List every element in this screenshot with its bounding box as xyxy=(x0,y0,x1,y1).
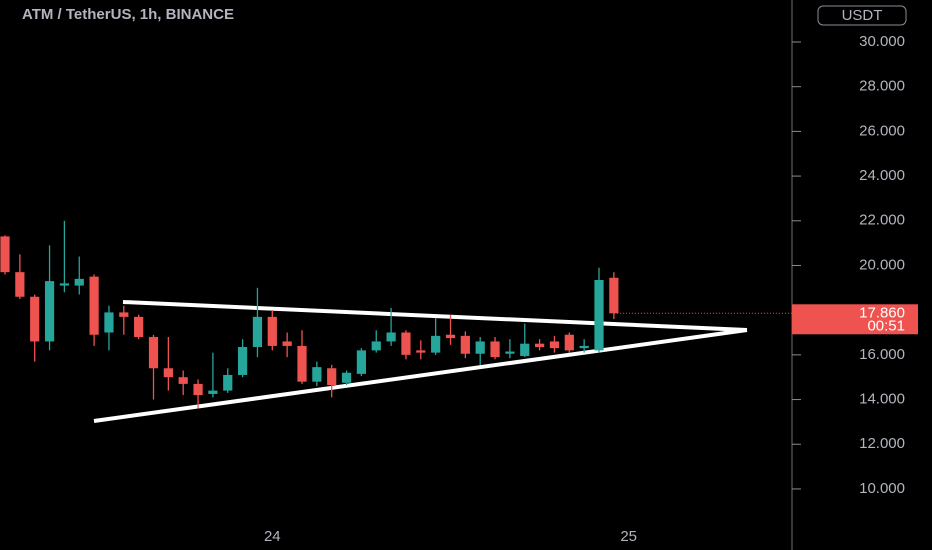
candle-body xyxy=(520,343,530,356)
candle-body xyxy=(549,341,560,349)
y-tick-label: 16.000 xyxy=(859,346,905,363)
candle-body xyxy=(564,334,574,351)
y-tick-label: 30.000 xyxy=(859,33,905,50)
candle-body xyxy=(416,350,426,353)
candle-body xyxy=(401,332,411,355)
price-tag-label: 17.860 xyxy=(859,304,905,321)
candle-body xyxy=(0,236,10,273)
candle-body xyxy=(148,336,159,369)
candle-body xyxy=(44,281,55,342)
candle-body xyxy=(89,276,99,335)
x-tick-label: 24 xyxy=(264,528,281,545)
y-tick-label: 20.000 xyxy=(859,256,905,273)
candle-body xyxy=(312,367,322,382)
countdown: 00:51 xyxy=(867,317,905,334)
candle-body xyxy=(445,334,456,339)
candle-body xyxy=(104,312,114,333)
trend-line-upper xyxy=(122,300,748,332)
candle-body xyxy=(237,347,248,375)
candle-body xyxy=(371,341,381,351)
candle-body xyxy=(460,335,470,354)
candle-body xyxy=(341,372,352,383)
candle-body xyxy=(386,332,396,342)
x-tick-label: 25 xyxy=(620,528,637,545)
y-tick-label: 26.000 xyxy=(859,122,905,139)
candle-body xyxy=(475,341,485,354)
candle-body xyxy=(431,335,441,353)
candle-body xyxy=(534,343,545,348)
candle-body xyxy=(223,374,233,391)
candle-body xyxy=(193,383,203,396)
candle-body xyxy=(579,345,589,349)
y-tick-label: 24.000 xyxy=(859,167,905,184)
candle-body xyxy=(609,277,619,314)
y-tick-label: 10.000 xyxy=(859,480,905,497)
price-tag xyxy=(792,304,918,335)
candle-body xyxy=(594,279,604,351)
candle-body xyxy=(267,316,277,346)
y-tick-label: 22.000 xyxy=(859,212,905,229)
chart-title: ATM / TetherUS, 1h, BINANCE xyxy=(22,6,234,23)
candle-body xyxy=(119,312,129,317)
currency[interactable]: USDT xyxy=(842,7,883,24)
y-tick-label: 12.000 xyxy=(859,435,905,452)
candle-body xyxy=(252,316,263,348)
currency-box[interactable] xyxy=(817,5,907,26)
candle-body xyxy=(208,390,218,394)
trend-line-lower xyxy=(93,328,748,423)
candle-body xyxy=(134,316,144,337)
candle-body xyxy=(163,368,173,378)
y-tick-label: 14.000 xyxy=(859,391,905,408)
candle-body xyxy=(282,341,292,346)
candle-body xyxy=(178,377,188,384)
candle-body xyxy=(327,368,337,386)
y-tick-label: 28.000 xyxy=(859,78,905,95)
candle-body xyxy=(15,272,25,297)
candle-body xyxy=(59,283,70,286)
candle-body xyxy=(74,278,84,286)
candle-body xyxy=(297,345,307,382)
candle-body xyxy=(356,350,367,374)
candle-body xyxy=(30,296,40,342)
candle-body xyxy=(490,341,500,358)
candle-body xyxy=(505,351,515,354)
